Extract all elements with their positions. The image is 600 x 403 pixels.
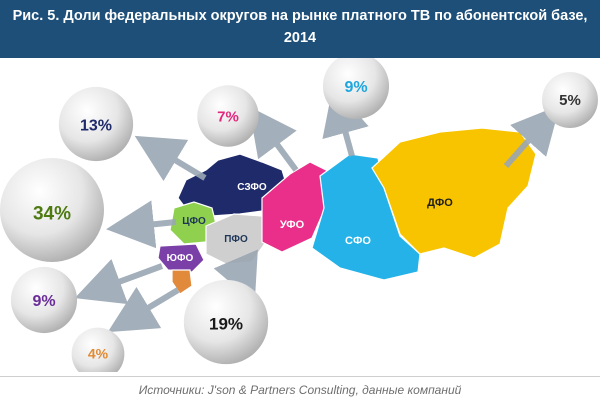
region-label-dfo: ДФО — [427, 197, 453, 209]
region-label-cfo: ЦФО — [182, 216, 206, 227]
region-skfo — [171, 269, 193, 295]
arrow-cfo — [106, 200, 177, 249]
arrows — [74, 86, 560, 333]
chart-title-line2: 2014 — [283, 30, 317, 46]
arrow-szfo — [134, 135, 207, 182]
chart-area: СЗФО ЦФО ПФО ЮФО УФО СФО ДФО 34% 13% 19% 9%… — [0, 58, 600, 372]
chart-svg: СЗФО ЦФО ПФО ЮФО УФО СФО ДФО 34% 13% 19% 9%… — [0, 58, 598, 372]
region-label-ufo: УФО — [280, 219, 305, 231]
share-bubble-szfo — [58, 86, 134, 162]
chart-title-line1: Рис. 5. Доли федеральных округов на рынк… — [12, 8, 588, 24]
share-bubble-sfo — [322, 58, 390, 120]
share-bubble-pfo — [183, 279, 269, 365]
share-bubble-skfo — [71, 327, 125, 372]
share-bubbles: 34% 13% 19% 9% 9% 7% 5% 4% — [0, 58, 598, 372]
share-bubble-ufo — [197, 85, 259, 147]
region-dfo — [371, 127, 537, 259]
share-label-dfo: 5% — [559, 92, 581, 109]
share-label-szfo: 13% — [80, 118, 112, 135]
share-label-yufo: 9% — [32, 293, 55, 310]
chart-header: Рис. 5. Доли федеральных округов на рынк… — [0, 0, 600, 58]
region-yufo — [157, 243, 205, 273]
arrow-ufo — [248, 106, 299, 172]
arrow-skfo — [107, 286, 180, 333]
russia-map: СЗФО ЦФО ПФО ЮФО УФО СФО ДФО — [157, 127, 537, 295]
share-label-ufo: 7% — [217, 109, 239, 126]
region-sfo — [311, 153, 421, 281]
share-label-cfo: 34% — [33, 203, 71, 224]
share-label-skfo: 4% — [88, 346, 109, 362]
share-label-sfo: 9% — [344, 79, 367, 96]
region-label-yufo: ЮФО — [167, 253, 194, 264]
arrow-yufo — [74, 259, 164, 305]
chart-source: Источники: J'son & Partners Consulting, … — [0, 376, 600, 397]
share-bubble-yufo — [10, 266, 78, 334]
share-bubble-dfo — [542, 72, 598, 128]
share-label-pfo: 19% — [209, 315, 243, 334]
share-bubble-cfo — [0, 158, 104, 262]
region-label-pfo: ПФО — [224, 234, 248, 245]
region-label-sfo: СФО — [345, 235, 371, 247]
region-label-szfo: СЗФО — [237, 182, 267, 193]
arrow-dfo — [503, 105, 560, 168]
